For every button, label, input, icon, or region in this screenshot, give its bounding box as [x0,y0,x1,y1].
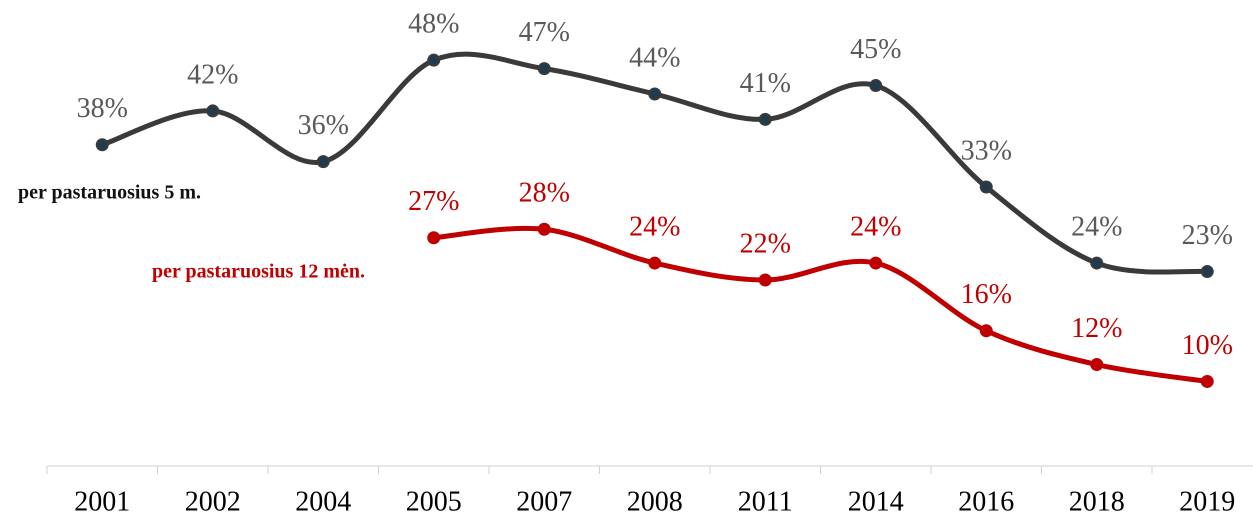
point [979,180,993,194]
point [427,231,441,245]
point [537,222,551,236]
point [648,256,662,270]
x-tick-label: 2004 [295,486,351,517]
x-tick-label: 2016 [958,486,1014,517]
point [869,79,883,93]
data-label: 36% [298,110,349,141]
data-label: 33% [961,135,1012,166]
data-label: 24% [1071,212,1122,243]
data-label: 38% [77,93,128,124]
data-label: 41% [740,68,791,99]
point [648,87,662,101]
point [427,53,441,67]
data-label: 16% [961,279,1012,310]
point [979,324,993,338]
data-label: 45% [850,34,901,65]
point [537,62,551,76]
data-label: 24% [629,212,680,243]
x-tick-label: 2001 [74,486,130,517]
series-line [431,225,1210,384]
point [1200,374,1214,388]
point [206,104,220,118]
data-label: 44% [629,42,680,73]
series-label: per pastaruosius 12 mėn. [152,261,365,283]
x-tick-label: 2019 [1179,486,1235,517]
series-label: per pastaruosius 5 m. [18,182,201,204]
point [316,155,330,169]
x-tick-label: 2018 [1069,486,1125,517]
data-label: 12% [1071,313,1122,344]
data-label: 10% [1182,330,1233,361]
data-label: 47% [519,17,570,48]
data-label: 22% [740,228,791,259]
x-tick-label: 2005 [406,486,462,517]
data-label: 48% [408,9,459,40]
point [869,256,883,270]
point [1090,358,1104,372]
x-tick-label: 2008 [627,486,683,517]
x-tick-label: 2007 [516,486,572,517]
point [758,273,772,287]
point [1200,265,1214,279]
point [95,138,109,152]
data-label: 23% [1182,220,1233,251]
data-label: 27% [408,186,459,217]
x-tick-label: 2014 [848,486,904,517]
data-label: 24% [850,212,901,243]
x-tick-label: 2002 [185,486,241,517]
data-label: 42% [187,59,238,90]
point [758,112,772,126]
point [1090,256,1104,270]
x-tick-label: 2011 [738,486,793,517]
data-label: 28% [519,178,570,209]
